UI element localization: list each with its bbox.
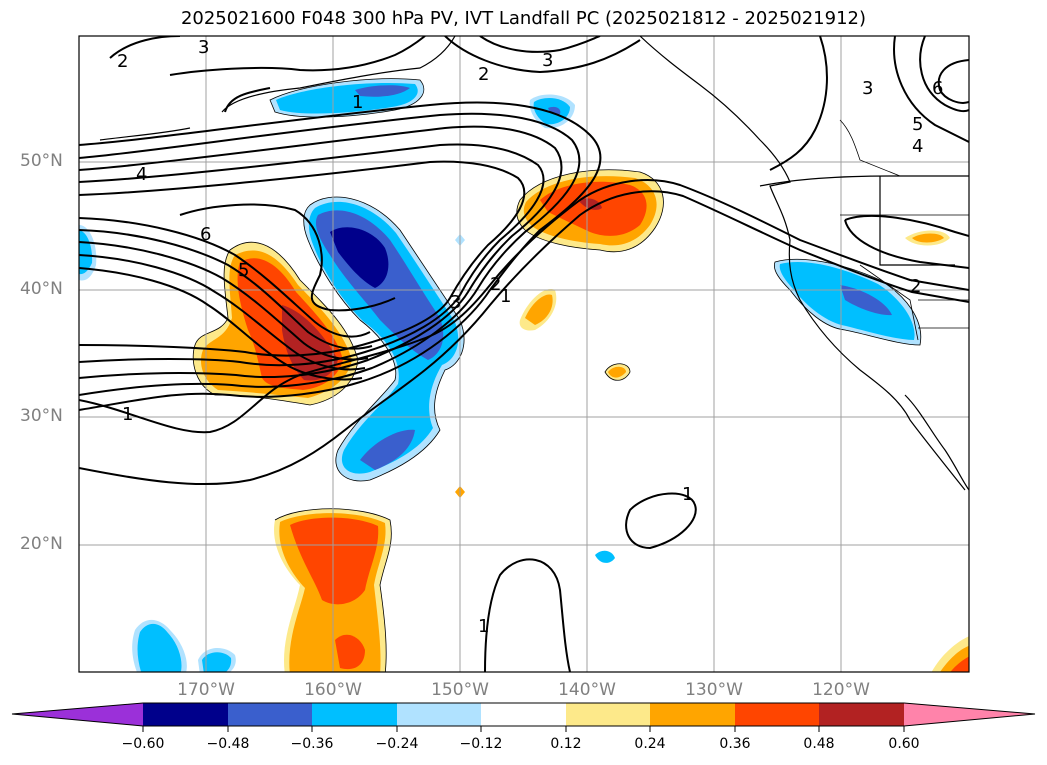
contour-label: 1 [682, 484, 693, 505]
contour-label: 5 [912, 114, 923, 135]
lon-label: 120°W [812, 680, 870, 700]
colorbar-tick-label: 0.36 [719, 736, 751, 752]
page-title: 2025021600 F048 300 hPa PV, IVT Landfall… [180, 8, 867, 29]
contour-label: 2 [478, 64, 489, 85]
lon-label: 170°W [177, 680, 235, 700]
contour-labels: 1 1 1 1 2 2 2 3 3 3 3 4 4 5 5 6 6 1 2 [117, 37, 943, 637]
colorbar-swatch [12, 703, 143, 726]
contour-label: 1 [352, 92, 363, 113]
coastlines [99, 36, 969, 491]
contour-label: 3 [450, 292, 461, 313]
contour-label: 1 [478, 616, 489, 637]
contour-label: 1 [500, 286, 511, 307]
contour-label: 3 [198, 37, 209, 58]
lat-label: 20°N [20, 534, 63, 554]
contour-label: 3 [542, 50, 553, 71]
map-frame [78, 35, 970, 673]
colorbar-tick-label: −0.36 [290, 736, 334, 752]
contour-label: 6 [932, 78, 943, 99]
colorbar-swatch [143, 703, 228, 726]
colorbar-tick-label: −0.24 [375, 736, 419, 752]
colorbar-tick-label: 0.12 [550, 736, 582, 752]
lat-label: 50°N [20, 151, 63, 171]
contour-label: 2 [910, 276, 921, 297]
contour-label: 4 [136, 164, 147, 185]
contour-label: 2 [490, 274, 501, 295]
contour-label: 1 [122, 404, 133, 425]
colorbar-tick-label: −0.12 [459, 736, 503, 752]
colorbar-tick-label: −0.48 [206, 736, 250, 752]
pv-contours [79, 36, 969, 672]
colorbar [11, 702, 1036, 732]
colorbar-swatch [566, 703, 650, 726]
colorbar-tick-label: 0.24 [634, 736, 666, 752]
lat-label: 40°N [20, 279, 63, 299]
colorbar-swatch [397, 703, 481, 726]
map-area: 1 1 1 1 2 2 2 3 3 3 3 4 4 5 5 6 6 1 2 [79, 36, 969, 672]
colorbar-tick-label: 0.48 [803, 736, 835, 752]
colorbar-swatch [228, 703, 312, 726]
colorbar-swatch [904, 703, 1035, 726]
colorbar-ticks [142, 726, 905, 732]
lon-label: 130°W [685, 680, 743, 700]
lon-label: 160°W [304, 680, 362, 700]
lon-label: 150°W [431, 680, 489, 700]
contour-label: 6 [200, 224, 211, 245]
contour-label: 4 [912, 136, 923, 157]
contour-label: 3 [862, 78, 873, 99]
contour-label: 5 [238, 260, 249, 281]
colorbar-swatch [312, 703, 397, 726]
colorbar-tick-label: −0.60 [121, 736, 165, 752]
colorbar-swatch [819, 703, 904, 726]
lat-label: 30°N [20, 406, 63, 426]
colorbar-swatch [735, 703, 819, 726]
map-gridlines [79, 36, 969, 672]
colorbar-tick-label: 0.60 [888, 736, 920, 752]
colorbar-swatch [481, 703, 566, 726]
lon-label: 140°W [558, 680, 616, 700]
contour-label: 2 [117, 51, 128, 72]
state-borders [839, 119, 969, 341]
colorbar-swatch [650, 703, 735, 726]
